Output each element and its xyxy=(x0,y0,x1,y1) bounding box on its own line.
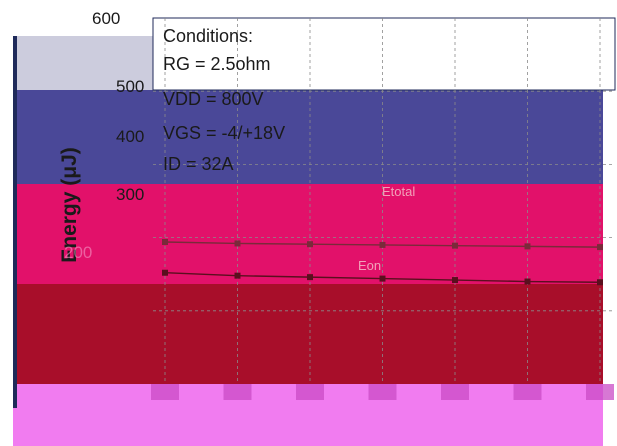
grid xyxy=(153,18,612,384)
left-frame xyxy=(13,36,17,408)
y-tick-label: 200 xyxy=(64,243,92,262)
x-tick-label xyxy=(296,384,324,400)
data-point xyxy=(162,269,168,276)
data-point xyxy=(162,238,168,245)
y-tick-label: 400 xyxy=(116,127,144,146)
data-point xyxy=(379,275,386,282)
data-point xyxy=(307,274,313,281)
condition-id: ID = 32A xyxy=(163,154,234,174)
crimson-band xyxy=(13,184,603,284)
indigo-band xyxy=(13,90,603,198)
condition-vgs: VGS = -4/+18V xyxy=(163,123,285,143)
conditions-title: Conditions: xyxy=(163,26,253,46)
x-tick-label xyxy=(441,384,469,400)
plot-area xyxy=(152,17,616,91)
y-tick-labels: 600 500 400 300 200 xyxy=(64,9,144,262)
series-label-etotal: Etotal xyxy=(382,184,415,199)
x-tick-label xyxy=(586,384,614,400)
condition-vdd: VDD = 800V xyxy=(163,89,264,109)
x-tick-label xyxy=(368,384,397,400)
data-point xyxy=(524,278,531,285)
data-point xyxy=(452,242,458,249)
data-point xyxy=(452,277,458,284)
y-axis-label: Energy (μJ) xyxy=(58,147,81,263)
data-point xyxy=(379,241,386,248)
data-point xyxy=(524,243,531,250)
series-layer: Etotal Eon xyxy=(162,184,603,286)
x-tick-label xyxy=(223,384,252,400)
y-tick-label: 300 xyxy=(116,185,144,204)
series-label-eon: Eon xyxy=(358,258,381,273)
x-tick-label xyxy=(513,384,542,400)
y-tick-label: 600 xyxy=(92,9,120,28)
data-point xyxy=(307,241,313,248)
background-bands xyxy=(13,36,603,446)
y-tick-label: 500 xyxy=(116,77,144,96)
x-tick-label xyxy=(151,384,179,400)
conditions-annotation: Conditions: RG = 2.5ohm VDD = 800V VGS =… xyxy=(163,26,285,174)
data-point xyxy=(234,272,241,279)
dark-red-band xyxy=(13,284,603,384)
data-point xyxy=(597,279,603,286)
condition-rg: RG = 2.5ohm xyxy=(163,54,271,74)
data-point xyxy=(597,244,603,251)
x-tick-labels xyxy=(151,384,614,400)
data-point xyxy=(234,240,241,247)
